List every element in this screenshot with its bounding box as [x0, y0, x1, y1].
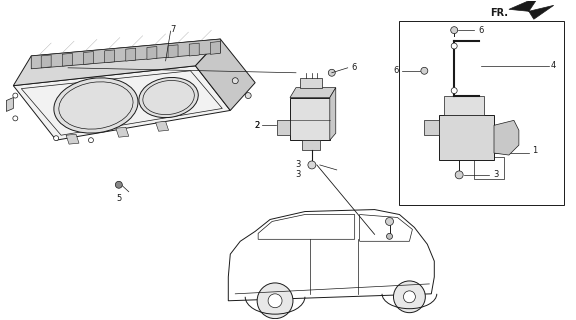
- Text: 7: 7: [170, 25, 175, 34]
- Polygon shape: [156, 121, 169, 131]
- Polygon shape: [290, 98, 330, 140]
- Polygon shape: [147, 46, 157, 60]
- Text: 6: 6: [393, 66, 399, 75]
- Polygon shape: [66, 134, 79, 144]
- Text: 2: 2: [255, 121, 260, 130]
- Polygon shape: [277, 120, 290, 135]
- Text: 3: 3: [295, 170, 301, 180]
- Circle shape: [89, 138, 93, 143]
- Polygon shape: [290, 88, 336, 98]
- Polygon shape: [41, 55, 51, 68]
- Ellipse shape: [139, 77, 198, 118]
- Circle shape: [257, 283, 293, 319]
- Circle shape: [393, 281, 425, 313]
- Text: 3: 3: [493, 170, 498, 180]
- Circle shape: [386, 233, 392, 239]
- Polygon shape: [126, 48, 136, 61]
- Polygon shape: [13, 66, 230, 140]
- Circle shape: [403, 291, 415, 303]
- Text: FR.: FR.: [490, 8, 508, 18]
- Circle shape: [54, 136, 59, 141]
- Circle shape: [451, 43, 457, 49]
- Circle shape: [245, 92, 251, 99]
- Polygon shape: [195, 39, 255, 110]
- Circle shape: [421, 67, 428, 74]
- Text: 3: 3: [295, 160, 301, 170]
- Circle shape: [450, 27, 458, 34]
- Polygon shape: [300, 78, 322, 88]
- Bar: [474, 157, 504, 179]
- Circle shape: [115, 181, 122, 188]
- Polygon shape: [210, 41, 221, 54]
- Circle shape: [13, 93, 18, 98]
- Polygon shape: [31, 39, 221, 69]
- Polygon shape: [302, 140, 320, 150]
- Circle shape: [328, 69, 335, 76]
- Text: 2: 2: [255, 121, 260, 130]
- Polygon shape: [444, 96, 484, 116]
- Polygon shape: [509, 0, 554, 19]
- Text: 5: 5: [116, 194, 122, 203]
- Polygon shape: [84, 52, 93, 64]
- Circle shape: [268, 294, 282, 308]
- Circle shape: [308, 161, 316, 169]
- Polygon shape: [62, 53, 73, 66]
- Polygon shape: [116, 127, 129, 137]
- Polygon shape: [168, 45, 178, 58]
- Circle shape: [13, 116, 18, 121]
- Polygon shape: [330, 88, 336, 140]
- Text: 6: 6: [351, 63, 357, 72]
- Text: 1: 1: [532, 146, 537, 155]
- Polygon shape: [13, 39, 221, 86]
- Text: 4: 4: [551, 61, 556, 70]
- Polygon shape: [494, 120, 519, 155]
- Circle shape: [455, 171, 463, 179]
- Text: 6: 6: [478, 26, 483, 35]
- Polygon shape: [439, 116, 494, 160]
- Polygon shape: [190, 43, 199, 56]
- Polygon shape: [6, 98, 13, 111]
- Bar: [400, 21, 564, 204]
- Ellipse shape: [54, 78, 138, 133]
- Circle shape: [451, 88, 457, 93]
- Polygon shape: [105, 50, 115, 63]
- Circle shape: [385, 218, 393, 225]
- Circle shape: [232, 78, 238, 84]
- Polygon shape: [425, 120, 439, 135]
